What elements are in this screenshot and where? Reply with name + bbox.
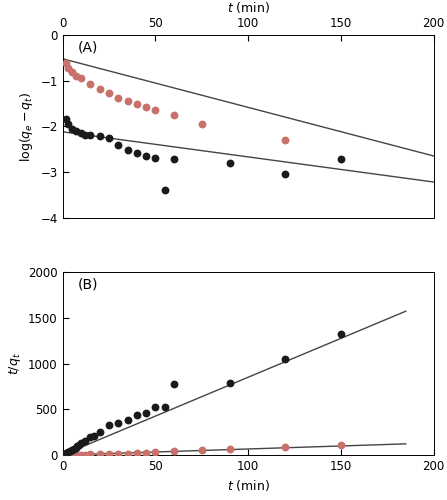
- Point: [124, 416, 131, 424]
- Point: [337, 155, 344, 163]
- Point: [78, 74, 85, 82]
- Point: [72, 444, 79, 452]
- Point: [64, 64, 72, 72]
- Point: [64, 120, 72, 128]
- Point: [105, 90, 113, 98]
- Point: [282, 136, 289, 144]
- Text: (A): (A): [77, 40, 98, 54]
- Point: [78, 440, 85, 448]
- Point: [152, 106, 159, 114]
- Point: [161, 186, 168, 194]
- Point: [87, 132, 94, 140]
- Point: [143, 102, 150, 110]
- Point: [70, 445, 77, 453]
- Point: [226, 378, 233, 386]
- Point: [78, 450, 85, 458]
- Point: [72, 72, 79, 80]
- Point: [68, 451, 76, 459]
- Point: [72, 450, 79, 458]
- Point: [96, 450, 103, 458]
- Point: [124, 450, 131, 458]
- Point: [282, 442, 289, 450]
- Point: [124, 97, 131, 105]
- Point: [133, 449, 140, 457]
- Point: [161, 403, 168, 411]
- Point: [81, 130, 89, 138]
- Point: [96, 428, 103, 436]
- Point: [226, 444, 233, 452]
- Point: [72, 127, 79, 135]
- Point: [68, 446, 76, 454]
- Point: [87, 80, 94, 88]
- Point: [133, 100, 140, 108]
- Point: [64, 451, 72, 459]
- Point: [143, 448, 150, 456]
- Point: [170, 448, 177, 456]
- Point: [198, 446, 205, 454]
- Point: [81, 450, 89, 458]
- Point: [96, 132, 103, 140]
- Point: [114, 94, 122, 102]
- Point: [170, 111, 177, 119]
- Point: [282, 355, 289, 363]
- Point: [63, 450, 70, 458]
- Y-axis label: $t/q_t$: $t/q_t$: [7, 352, 22, 375]
- Point: [124, 146, 131, 154]
- Point: [68, 68, 76, 76]
- Point: [170, 380, 177, 388]
- Point: [143, 409, 150, 417]
- Point: [81, 436, 89, 444]
- Point: [76, 441, 83, 449]
- X-axis label: $\it{t}$ (min): $\it{t}$ (min): [227, 0, 270, 14]
- Point: [105, 420, 113, 428]
- Point: [152, 403, 159, 411]
- Point: [152, 448, 159, 456]
- Text: (B): (B): [77, 278, 98, 292]
- Point: [67, 447, 74, 455]
- Point: [68, 124, 76, 132]
- Point: [133, 149, 140, 157]
- Point: [152, 154, 159, 162]
- Point: [337, 330, 344, 338]
- Point: [105, 450, 113, 458]
- Point: [170, 155, 177, 163]
- Point: [282, 170, 289, 178]
- Point: [114, 450, 122, 458]
- Point: [87, 434, 94, 442]
- Point: [63, 60, 70, 68]
- Point: [64, 448, 72, 456]
- Point: [78, 129, 85, 137]
- Point: [114, 142, 122, 150]
- Point: [87, 450, 94, 458]
- Point: [226, 159, 233, 167]
- Point: [143, 152, 150, 160]
- Point: [337, 441, 344, 449]
- Point: [96, 85, 103, 93]
- Point: [63, 116, 70, 124]
- Point: [105, 134, 113, 141]
- Point: [133, 411, 140, 419]
- Point: [74, 442, 81, 450]
- Point: [114, 418, 122, 426]
- Point: [198, 120, 205, 128]
- Y-axis label: $\log(q_e - q_t)$: $\log(q_e - q_t)$: [18, 91, 35, 162]
- Point: [63, 451, 70, 459]
- X-axis label: $\it{t}$ (min): $\it{t}$ (min): [227, 478, 270, 494]
- Point: [91, 432, 98, 440]
